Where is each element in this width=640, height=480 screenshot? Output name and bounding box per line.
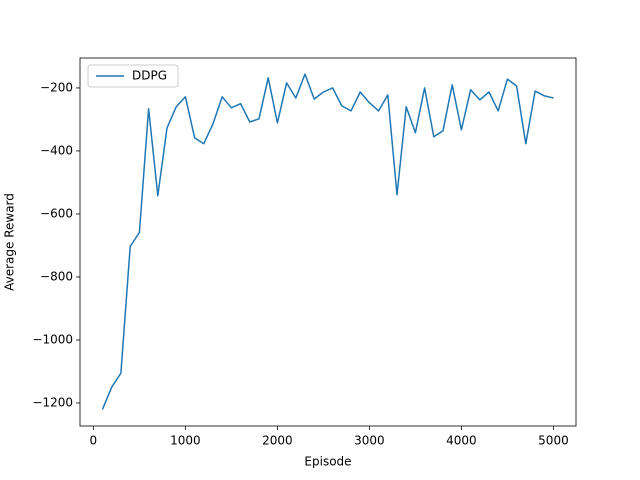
x-tick-label: 0 [90, 434, 98, 448]
legend-box [87, 64, 179, 88]
y-tick-label: −800 [40, 269, 73, 283]
x-tick-label: 3000 [354, 434, 385, 448]
y-tick-label: −200 [40, 80, 73, 94]
y-axis-label: Average Reward [3, 193, 17, 291]
legend-label: DDPG [132, 69, 167, 83]
x-tick-label: 4000 [446, 434, 477, 448]
y-tick-label: −400 [40, 143, 73, 157]
line-series [101, 73, 554, 410]
legend: DDPG [87, 64, 179, 88]
y-tick-label: −1000 [32, 332, 73, 346]
x-tick-label: 2000 [262, 434, 293, 448]
y-tick-label: −1200 [32, 396, 73, 410]
y-tick-label: −600 [40, 206, 73, 220]
plot-frame [79, 57, 577, 427]
x-axis-label: Episode [304, 455, 351, 469]
x-tick-label: 5000 [538, 434, 569, 448]
x-tick-label: 1000 [170, 434, 201, 448]
